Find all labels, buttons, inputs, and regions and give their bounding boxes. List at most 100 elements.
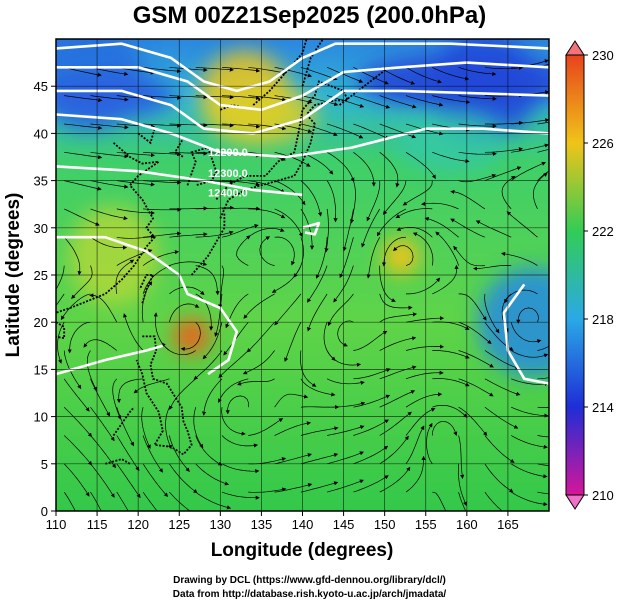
streamline [89, 293, 118, 323]
contour-label: 12400.0 [208, 188, 248, 200]
streamline [57, 322, 65, 364]
streamline [432, 404, 468, 418]
streamline [353, 330, 388, 351]
streamline [195, 66, 234, 72]
streamline [326, 66, 364, 83]
streamline [432, 151, 470, 164]
streamline [510, 161, 546, 181]
streamline [379, 95, 417, 109]
streamline [143, 207, 182, 212]
streamline [195, 435, 223, 466]
streamline [405, 425, 425, 464]
streamline [484, 463, 514, 493]
streamline [142, 435, 164, 473]
streamline [432, 350, 470, 359]
warm-land [68, 206, 159, 307]
y-tick-label: 25 [34, 268, 48, 283]
streamline [86, 350, 97, 392]
streamline [242, 350, 275, 375]
streamline [511, 491, 548, 507]
streamline [307, 265, 328, 303]
streamline [90, 406, 115, 442]
streamline [458, 435, 465, 479]
streamline [379, 312, 418, 323]
credit-data: Data from http://database.rish.kyoto-u.a… [172, 589, 447, 600]
streamline [90, 95, 129, 102]
x-tick-label: 120 [127, 517, 149, 532]
colorbar-tick-label: 226 [592, 136, 614, 151]
streamline [537, 377, 549, 380]
streamline [169, 435, 190, 472]
streamline [243, 293, 275, 319]
streamline [56, 293, 65, 307]
streamline [248, 66, 287, 75]
streamline [450, 218, 486, 238]
streamline [395, 208, 433, 219]
streamline [405, 407, 436, 436]
streamline [221, 206, 261, 211]
streamline [376, 208, 407, 237]
colorbar: 210 214 218 222 226 230 [565, 40, 614, 510]
streamline [169, 261, 208, 266]
streamline [458, 66, 497, 76]
streamline [458, 293, 487, 321]
streamline [405, 344, 445, 351]
streamline [353, 419, 390, 436]
streamline [259, 236, 275, 266]
streamline [405, 316, 445, 323]
streamline [379, 365, 417, 380]
streamline [64, 95, 103, 103]
x-tick-label: 130 [209, 517, 231, 532]
cool-ocean [395, 112, 506, 173]
streamline [484, 491, 503, 511]
streamline [64, 180, 102, 191]
x-tick-label: 110 [46, 517, 67, 532]
y-tick-label: 35 [34, 174, 48, 189]
streamline [432, 491, 447, 511]
streamline [537, 463, 549, 466]
x-tick-label: 125 [168, 517, 190, 532]
colorbar-tick-label: 214 [592, 400, 614, 415]
streamline [342, 208, 354, 252]
streamline [333, 265, 354, 303]
streamline [116, 180, 155, 187]
streamline [116, 463, 141, 499]
streamline [300, 95, 339, 106]
streamline [142, 265, 171, 295]
streamline [142, 463, 169, 498]
streamline [392, 245, 414, 266]
height-contour [56, 42, 549, 93]
streamline [71, 265, 93, 300]
streamline [221, 435, 259, 448]
y-tick-label: 0 [41, 504, 48, 519]
streamline [484, 166, 522, 181]
streamline [248, 418, 284, 436]
streamline [412, 232, 434, 266]
chart-title: GSM 00Z21Sep2025 (200.0hPa) [132, 2, 487, 29]
coastline [252, 39, 308, 106]
y-tick-label: 45 [34, 79, 48, 94]
streamline [115, 259, 135, 294]
streamline [90, 66, 129, 76]
streamline [402, 180, 433, 206]
height-contour [56, 344, 164, 376]
streamline [195, 491, 232, 510]
height-contour [56, 235, 239, 376]
streamline [143, 95, 182, 100]
grid [56, 39, 549, 511]
streamline [90, 123, 129, 130]
streamline [405, 67, 442, 84]
streamline [274, 453, 312, 465]
x-tick-label: 150 [374, 517, 396, 532]
streamline [90, 151, 129, 159]
streamline [353, 394, 391, 408]
streamline [274, 421, 312, 436]
streamline [361, 208, 381, 248]
streamline [64, 123, 103, 130]
streamline [214, 293, 223, 337]
streamline [63, 378, 90, 412]
streamline [169, 232, 208, 238]
x-tick-label: 155 [415, 517, 437, 532]
streamline [143, 66, 182, 74]
streamline [193, 350, 223, 380]
